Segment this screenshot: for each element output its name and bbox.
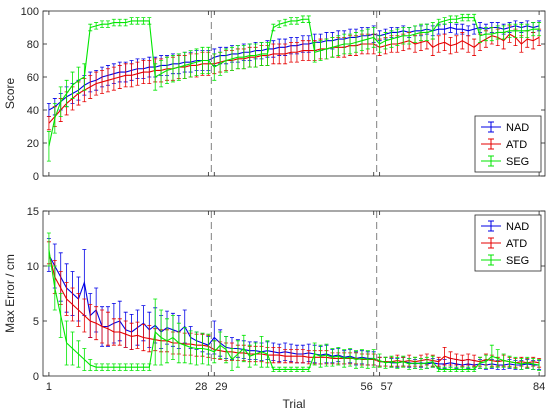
max-error-data-marks: [46, 232, 542, 372]
x-tick-label: 84: [533, 381, 545, 393]
max-error-legend-label-nad: NAD: [506, 221, 529, 233]
score-legend-swatch-seg: [481, 155, 501, 167]
score-y-tick-label: 20: [27, 138, 39, 150]
x-tick-label: 57: [381, 381, 393, 393]
score-y-tick-label: 60: [27, 72, 39, 84]
score-legend-swatch-nad: [481, 121, 501, 133]
max-error-plot-frame: [42, 210, 546, 377]
score-legend-swatch-atd: [481, 138, 501, 150]
score-y-tick-label: 80: [27, 39, 39, 51]
score-seg-line: [48, 17, 540, 147]
score-y-axis-label: Score: [3, 78, 17, 110]
x-tick-label: 28: [195, 381, 207, 393]
max-error-series-seg: [46, 232, 542, 372]
x-axis-label: Trial: [283, 397, 306, 411]
max-error-axis-ticks: 0 5 10 15 1 28 29 56 57 84: [27, 206, 545, 393]
max-error-y-axis-label: Max Error / cm: [3, 254, 17, 333]
score-legend-label-nad: NAD: [506, 122, 529, 134]
max-error-y-tick-label: 15: [27, 206, 39, 218]
score-plot-frame: [42, 10, 546, 177]
max-error-session-separators: [210, 211, 378, 376]
score-data-marks: [46, 13, 542, 162]
x-tick-label: 29: [215, 381, 227, 393]
score-legend-label-atd: ATD: [506, 139, 527, 151]
max-error-seg-line: [48, 249, 540, 370]
score-panel: 0 20 40 60 80 100 Score NAD ATD SEG: [3, 6, 546, 183]
x-tick-label: 56: [360, 381, 372, 393]
max-error-y-tick-label: 0: [33, 371, 39, 383]
max-error-atd-line: [48, 252, 540, 364]
x-tick-label: 1: [46, 381, 52, 393]
max-error-legend-swatch-atd: [481, 237, 501, 249]
max-error-legend-label-seg: SEG: [506, 255, 529, 267]
max-error-nad-line: [48, 254, 540, 366]
max-error-legend-label-atd: ATD: [506, 238, 527, 250]
score-legend-label-seg: SEG: [506, 156, 529, 168]
score-legend: NAD ATD SEG: [474, 115, 542, 173]
max-error-legend: NAD ATD SEG: [474, 214, 542, 272]
score-y-tick-label: 0: [33, 171, 39, 183]
max-error-legend-swatch-seg: [481, 254, 501, 266]
max-error-panel: 0 5 10 15 1 28 29 56 57 84 Max Error / cm NAD ATD S…: [3, 206, 546, 393]
max-error-y-tick-label: 10: [27, 261, 39, 273]
score-atd-line: [48, 33, 540, 124]
score-nad-line: [48, 25, 540, 111]
score-series-seg: [46, 13, 542, 162]
max-error-y-tick-label: 5: [33, 316, 39, 328]
max-error-legend-swatch-nad: [481, 220, 501, 232]
score-y-tick-label: 100: [21, 6, 39, 18]
score-session-separators: [210, 11, 378, 176]
score-axis-ticks: 0 20 40 60 80 100: [21, 6, 545, 183]
score-y-tick-label: 40: [27, 105, 39, 117]
